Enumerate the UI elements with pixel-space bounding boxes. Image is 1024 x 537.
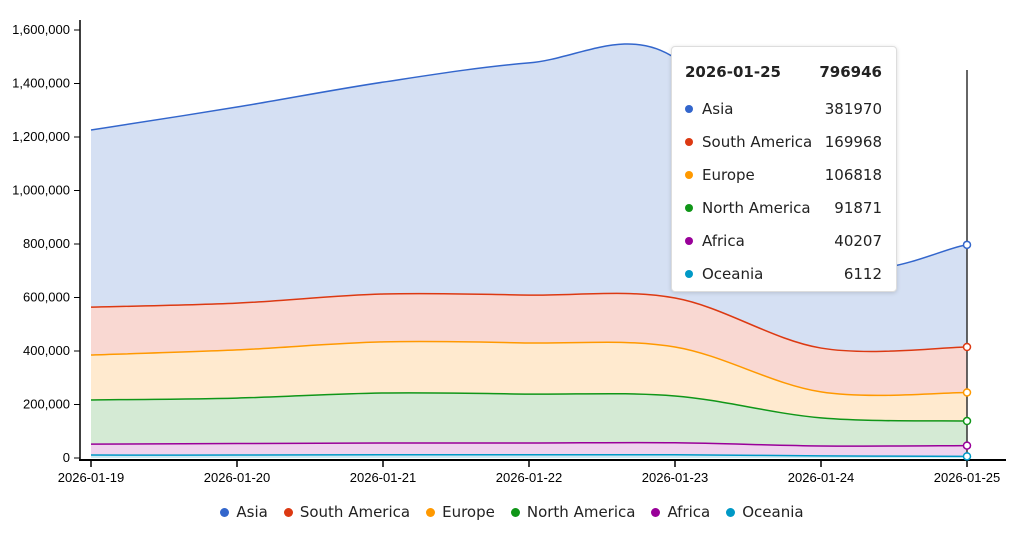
legend-item-oceania[interactable]: Oceania bbox=[726, 503, 804, 521]
series-dot-icon bbox=[685, 104, 693, 113]
legend-dot-icon bbox=[726, 507, 736, 517]
legend-label: Africa bbox=[667, 503, 711, 521]
line-north-america bbox=[90, 392, 968, 422]
y-tick-label: 1,000,000 bbox=[12, 183, 70, 198]
y-tick-label: 400,000 bbox=[23, 343, 70, 358]
x-tick-label: 2026-01-22 bbox=[496, 470, 563, 485]
tooltip-row: South America 169968 bbox=[685, 125, 882, 158]
area-north-america bbox=[91, 392, 967, 447]
legend: Asia South America Europe North America Afri… bbox=[0, 503, 1024, 521]
series-dot-icon bbox=[685, 137, 693, 146]
legend-dot-icon bbox=[220, 507, 230, 517]
hover-point-asia bbox=[962, 240, 972, 250]
series-dot-icon bbox=[685, 269, 693, 278]
x-tick-label: 2026-01-21 bbox=[350, 470, 417, 485]
legend-label: South America bbox=[299, 503, 411, 521]
line-south-america bbox=[90, 292, 968, 353]
x-tick-label: 2026-01-19 bbox=[58, 470, 125, 485]
legend-label: North America bbox=[526, 503, 636, 521]
tooltip-series-name: Europe bbox=[702, 165, 755, 184]
y-tick-label: 1,400,000 bbox=[12, 76, 70, 91]
legend-dot-icon bbox=[651, 507, 661, 517]
y-tick-label: 0 bbox=[63, 450, 70, 465]
hover-point-south-america bbox=[962, 342, 972, 352]
tooltip-series-name: Africa bbox=[702, 231, 745, 250]
tooltip-series-name: Asia bbox=[702, 99, 734, 118]
legend-dot-icon bbox=[510, 507, 520, 517]
area-south-america bbox=[91, 293, 967, 396]
tooltip-series-value: 106818 bbox=[824, 165, 882, 184]
y-tick-label: 800,000 bbox=[23, 236, 70, 251]
hover-point-north-america bbox=[962, 416, 972, 426]
tooltip-row: North America 91871 bbox=[685, 191, 882, 224]
y-tick-label: 1,600,000 bbox=[12, 22, 70, 37]
series-dot-icon bbox=[685, 203, 693, 212]
y-tick-label: 600,000 bbox=[23, 290, 70, 305]
tooltip-series-name: Oceania bbox=[702, 264, 764, 283]
legend-item-north-america[interactable]: North America bbox=[510, 503, 636, 521]
tooltip-row: Europe 106818 bbox=[685, 158, 882, 191]
legend-label: Asia bbox=[236, 503, 268, 521]
tooltip-series-name: North America bbox=[702, 198, 811, 217]
area-africa bbox=[91, 442, 967, 457]
tooltip-date: 2026-01-25 bbox=[685, 63, 781, 81]
tooltip-total: 796946 bbox=[819, 63, 882, 81]
x-tick-label: 2026-01-24 bbox=[788, 470, 855, 485]
hover-point-europe bbox=[962, 388, 972, 397]
legend-label: Oceania bbox=[742, 503, 804, 521]
legend-dot-icon bbox=[426, 507, 436, 517]
line-europe bbox=[90, 340, 968, 397]
y-tick-label: 1,200,000 bbox=[12, 129, 70, 144]
legend-item-south-america[interactable]: South America bbox=[283, 503, 411, 521]
legend-item-asia[interactable]: Asia bbox=[220, 503, 268, 521]
y-tick-label: 200,000 bbox=[23, 397, 70, 412]
legend-label: Europe bbox=[442, 503, 495, 521]
tooltip-header: 2026-01-25 796946 bbox=[685, 59, 882, 92]
tooltip-series-value: 169968 bbox=[824, 132, 882, 151]
tooltip-series-value: 6112 bbox=[843, 264, 882, 283]
hover-layer bbox=[962, 70, 972, 461]
legend-item-africa[interactable]: Africa bbox=[651, 503, 710, 521]
tooltip-row: Asia 381970 bbox=[685, 92, 882, 125]
x-tick-label: 2026-01-25 bbox=[934, 470, 1001, 485]
hover-point-africa bbox=[962, 441, 972, 450]
tooltip-series-name: South America bbox=[702, 132, 813, 151]
series-dot-icon bbox=[685, 236, 693, 245]
line-oceania bbox=[90, 453, 968, 458]
tooltip-row: Oceania 6112 bbox=[685, 257, 882, 290]
tooltip: 2026-01-25 796946 Asia 381970 South Americ… bbox=[671, 46, 897, 292]
tooltip-series-value: 381970 bbox=[824, 99, 882, 118]
tooltip-row: Africa 40207 bbox=[685, 224, 882, 257]
x-tick-label: 2026-01-23 bbox=[642, 470, 709, 485]
tooltip-series-value: 40207 bbox=[834, 231, 882, 250]
axes-layer: 0 200,000 400,000 600,000 800,000 1,000,000 1,… bbox=[12, 20, 1006, 485]
x-tick-label: 2026-01-20 bbox=[204, 470, 271, 485]
hover-point-oceania bbox=[962, 452, 972, 461]
legend-item-europe[interactable]: Europe bbox=[426, 503, 495, 521]
series-dot-icon bbox=[685, 170, 693, 179]
area-europe bbox=[91, 341, 967, 422]
tooltip-series-value: 91871 bbox=[834, 198, 882, 217]
legend-dot-icon bbox=[283, 507, 293, 517]
line-africa bbox=[90, 441, 968, 447]
